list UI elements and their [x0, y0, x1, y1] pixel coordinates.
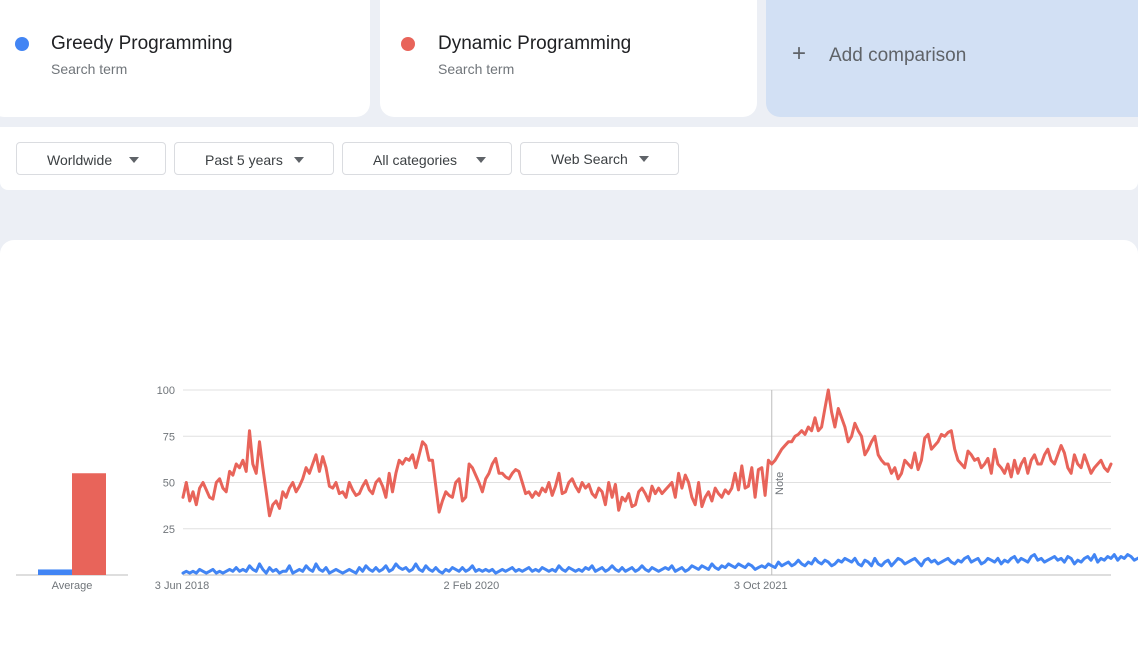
caret-down-icon [476, 157, 486, 163]
time-range-dropdown[interactable]: Past 5 years [174, 142, 334, 175]
region-label: Worldwide [47, 152, 113, 168]
caret-down-icon [129, 157, 139, 163]
filter-bar: Worldwide Past 5 years All categories We… [0, 127, 1138, 190]
term-card-greedy-programming[interactable]: Greedy Programming Search term [0, 0, 370, 117]
search-type-label: Web Search [551, 151, 628, 167]
y-tick-label: 50 [163, 478, 175, 490]
y-tick-label: 100 [157, 385, 175, 397]
time-range-label: Past 5 years [205, 152, 283, 168]
caret-down-icon [639, 156, 649, 162]
term-name[interactable]: Greedy Programming [51, 33, 233, 54]
category-dropdown[interactable]: All categories [342, 142, 512, 175]
x-tick-label: 3 Jun 2018 [155, 580, 209, 592]
interest-over-time-card: 25 50 75 100 3 Jun 2018 2 Feb 2020 3 Oct 2021 N… [0, 240, 1138, 650]
add-comparison-label[interactable]: Add comparison [829, 45, 967, 66]
term-card-dynamic-programming[interactable]: Dynamic Programming Search term [380, 0, 757, 117]
add-comparison-button[interactable]: + Add comparison [766, 0, 1138, 117]
term-name[interactable]: Dynamic Programming [438, 33, 632, 54]
average-bar-greedy-programming [38, 569, 72, 575]
series-color-dot [15, 37, 29, 51]
plus-icon: + [792, 40, 807, 67]
term-subtitle: Search term [438, 61, 515, 77]
x-tick-label: 2 Feb 2020 [444, 580, 500, 592]
average-label: Average [52, 580, 93, 592]
region-dropdown[interactable]: Worldwide [16, 142, 166, 175]
term-subtitle: Search term [51, 61, 128, 77]
series-line-greedy-programming [181, 553, 1138, 575]
interest-over-time-chart[interactable]: 25 50 75 100 3 Jun 2018 2 Feb 2020 3 Oct 2021 N… [0, 240, 1138, 639]
caret-down-icon [294, 157, 304, 163]
average-bar-dynamic-programming [72, 473, 106, 575]
series-line-dynamic-programming [181, 388, 1113, 518]
category-label: All categories [373, 152, 458, 168]
series-color-dot [401, 37, 415, 51]
note-label: Note [774, 472, 786, 495]
y-tick-label: 25 [163, 524, 175, 536]
search-type-dropdown[interactable]: Web Search [520, 142, 679, 175]
y-tick-label: 75 [163, 431, 175, 443]
x-tick-label: 3 Oct 2021 [734, 580, 788, 592]
